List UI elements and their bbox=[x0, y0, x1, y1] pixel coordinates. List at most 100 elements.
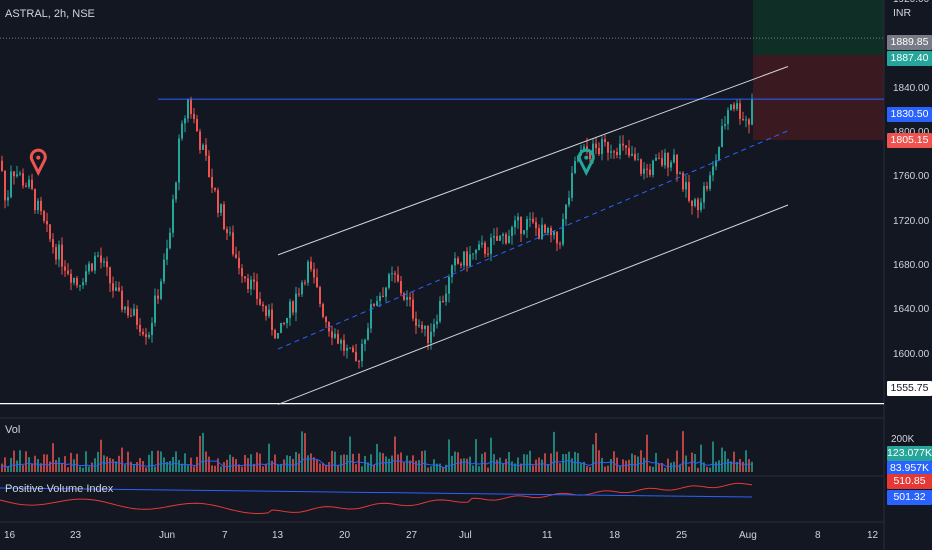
volume-bar bbox=[244, 454, 246, 472]
candle-body bbox=[469, 254, 471, 266]
volume-bar bbox=[370, 454, 372, 472]
volume-bar bbox=[181, 463, 183, 472]
candle-body bbox=[541, 224, 543, 240]
volume-bar bbox=[322, 463, 324, 472]
volume-bar bbox=[619, 466, 621, 472]
candle-body bbox=[394, 273, 396, 275]
volume-bar bbox=[313, 457, 315, 472]
candle-body bbox=[649, 169, 651, 175]
price-axis-tick: 1680.00 bbox=[893, 259, 930, 271]
volume-bar bbox=[604, 466, 606, 472]
volume-bar bbox=[67, 467, 69, 472]
pvi-tag-2: 501.32 bbox=[887, 490, 932, 505]
candle-body bbox=[625, 145, 627, 148]
time-axis-tick: Aug bbox=[739, 530, 757, 541]
volume-bar bbox=[508, 452, 510, 472]
candle-body bbox=[685, 182, 687, 190]
candle-body bbox=[85, 271, 87, 283]
candle-body bbox=[712, 166, 714, 176]
candle-body bbox=[259, 298, 261, 305]
candle-body bbox=[307, 261, 309, 283]
candle-body bbox=[25, 185, 27, 187]
volume-bar bbox=[268, 443, 270, 472]
candle-body bbox=[454, 258, 456, 266]
volume-bar bbox=[391, 455, 393, 472]
candle-body bbox=[412, 299, 414, 319]
candle-body bbox=[448, 276, 450, 294]
candle-body bbox=[370, 304, 372, 329]
candle-body bbox=[583, 146, 585, 151]
volume-bar bbox=[178, 460, 180, 472]
candle-body bbox=[115, 287, 117, 291]
candle-body bbox=[484, 242, 486, 254]
volume-bar bbox=[742, 461, 744, 472]
candle-body bbox=[520, 216, 522, 234]
candle-body bbox=[748, 119, 750, 125]
volume-bar bbox=[220, 466, 222, 472]
volume-bar bbox=[4, 457, 6, 472]
volume-bar bbox=[484, 452, 486, 472]
candle-body bbox=[19, 173, 21, 175]
volume-bar bbox=[427, 467, 429, 472]
candle-body bbox=[526, 219, 528, 231]
volume-bar bbox=[502, 463, 504, 472]
volume-bar bbox=[328, 462, 330, 472]
volume-bar bbox=[340, 455, 342, 472]
volume-bar bbox=[559, 463, 561, 472]
volume-bar bbox=[292, 458, 294, 472]
candle-body bbox=[43, 211, 45, 221]
volume-bar bbox=[223, 462, 225, 472]
volume-axis-tick: 200K bbox=[891, 434, 915, 445]
candle-body bbox=[118, 287, 120, 291]
volume-bar bbox=[595, 433, 597, 472]
volume-bar bbox=[79, 466, 81, 472]
candle-body bbox=[709, 175, 711, 189]
volume-bar bbox=[55, 460, 57, 472]
volume-bar bbox=[478, 466, 480, 472]
time-axis-tick: 23 bbox=[70, 530, 82, 541]
candle-body bbox=[97, 255, 99, 257]
candle-body bbox=[211, 177, 213, 188]
channel-lower-line bbox=[277, 204, 789, 405]
candle-body bbox=[556, 231, 558, 244]
volume-bar bbox=[400, 452, 402, 472]
candle-body bbox=[433, 324, 435, 332]
candle-body bbox=[391, 273, 393, 275]
candle-body bbox=[31, 179, 33, 189]
pvi-layer bbox=[0, 482, 753, 514]
volume-bar bbox=[40, 463, 42, 472]
volume-bar bbox=[493, 454, 495, 472]
volume-bar bbox=[355, 464, 357, 472]
candle-body bbox=[382, 295, 384, 297]
volume-bar bbox=[730, 461, 732, 472]
volume-bar bbox=[709, 467, 711, 472]
candle-body bbox=[427, 325, 429, 343]
volume-bar bbox=[112, 458, 114, 472]
volume-bar bbox=[631, 453, 633, 472]
candle-body bbox=[1, 160, 3, 171]
candle-body bbox=[613, 151, 615, 153]
candle-body bbox=[385, 287, 387, 297]
candle-body bbox=[508, 235, 510, 244]
candle-body bbox=[598, 148, 600, 154]
volume-bar bbox=[490, 437, 492, 472]
volume-bar bbox=[37, 459, 39, 472]
volume-bar bbox=[412, 455, 414, 472]
volume-bar bbox=[238, 464, 240, 472]
candle-body bbox=[163, 259, 165, 282]
candle-body bbox=[547, 228, 549, 233]
volume-bar bbox=[97, 451, 99, 472]
candle-body bbox=[313, 269, 315, 278]
volume-bar bbox=[211, 465, 213, 472]
candle-body bbox=[619, 143, 621, 155]
volume-bar bbox=[613, 451, 615, 472]
candle-body bbox=[346, 348, 348, 351]
candle-body bbox=[658, 157, 660, 159]
candle-body bbox=[229, 232, 231, 234]
candle-body bbox=[424, 325, 426, 330]
candle-body bbox=[535, 222, 537, 229]
volume-bar bbox=[658, 463, 660, 472]
volume-ma-line bbox=[0, 458, 752, 469]
candle-body bbox=[367, 328, 369, 340]
